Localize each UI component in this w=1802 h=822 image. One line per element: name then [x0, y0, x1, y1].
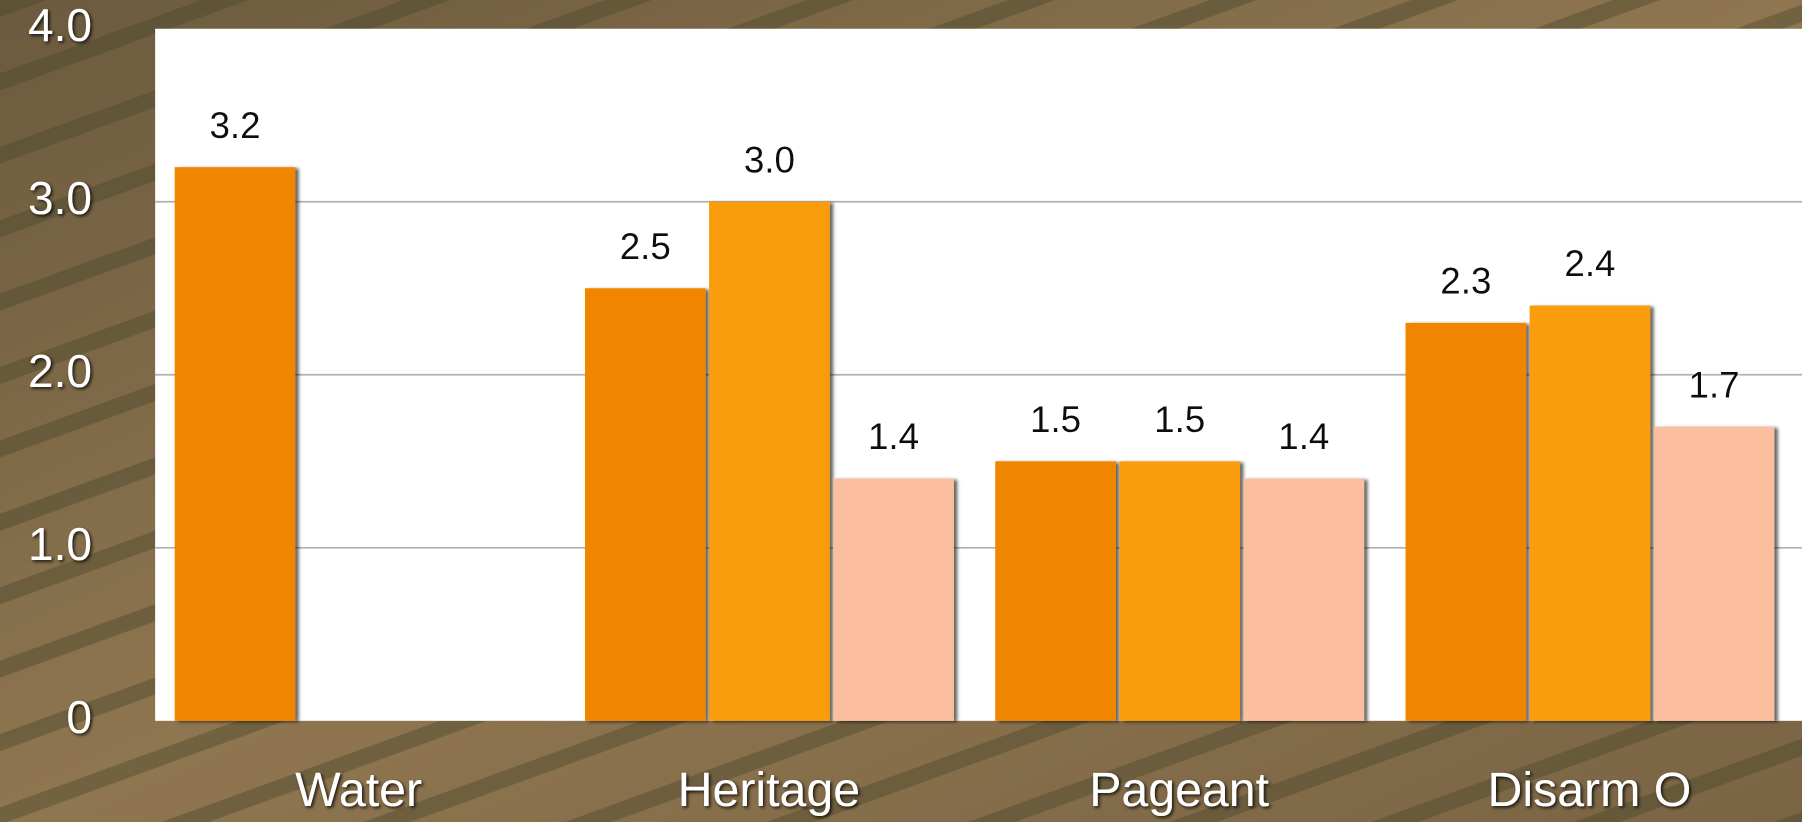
bar	[1529, 305, 1651, 721]
value-label: 1.5	[1154, 399, 1205, 440]
y-tick-label: 4.0	[28, 0, 92, 51]
value-label: 1.5	[1030, 399, 1081, 440]
value-label: 1.4	[1278, 416, 1329, 457]
value-label: 3.2	[209, 105, 260, 146]
bar	[1119, 461, 1241, 721]
y-tick-label: 3.0	[28, 172, 92, 224]
value-label: 2.5	[620, 226, 671, 267]
bar	[174, 167, 296, 721]
value-label: 1.4	[868, 416, 919, 457]
bar	[709, 201, 830, 721]
y-tick-label: 2.0	[28, 345, 92, 397]
value-label: 1.7	[1689, 364, 1740, 405]
x-tick-label: Water	[295, 763, 422, 817]
bar	[584, 288, 706, 721]
x-tick-label: Pageant	[1089, 763, 1269, 817]
bar	[1243, 478, 1365, 721]
bar	[995, 461, 1116, 721]
x-tick-label: Heritage	[678, 763, 860, 817]
bar	[1653, 426, 1775, 721]
x-tick-label: Disarm O	[1488, 763, 1692, 817]
value-label: 2.3	[1440, 261, 1491, 302]
value-label: 2.4	[1564, 243, 1615, 284]
y-tick-label: 1.0	[28, 518, 92, 570]
value-label: 3.0	[744, 139, 795, 180]
bar	[1405, 322, 1527, 721]
y-tick-label: 0	[66, 691, 92, 743]
bar	[833, 478, 954, 721]
